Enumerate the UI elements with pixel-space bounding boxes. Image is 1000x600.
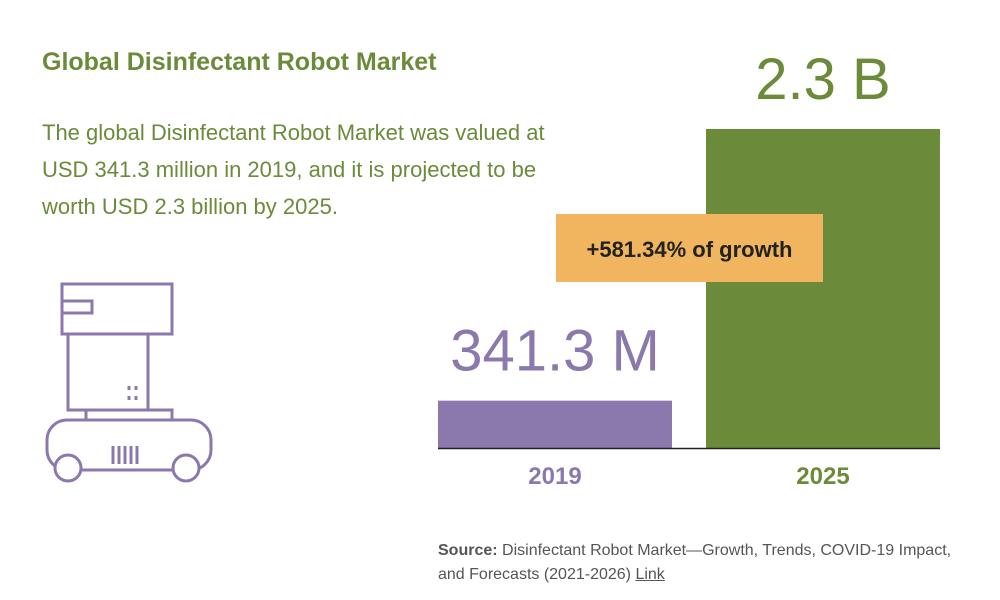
market-description: The global Disinfectant Robot Market was… bbox=[42, 120, 545, 219]
source-text: Disinfectant Robot Market—Growth, Trends… bbox=[438, 542, 952, 583]
bar-2025 bbox=[706, 129, 940, 448]
source-note: Source: Disinfectant Robot Market—Growth… bbox=[438, 539, 968, 587]
value-label-2025: 2.3 B bbox=[755, 47, 890, 112]
category-label-2025: 2025 bbox=[796, 463, 849, 490]
disinfectant-robot-icon bbox=[45, 282, 213, 483]
category-label-2019: 2019 bbox=[528, 463, 581, 490]
growth-callout-label: +581.34% of growth bbox=[586, 237, 792, 262]
value-label-2019: 341.3 M bbox=[450, 319, 660, 384]
page-title: Global Disinfectant Robot Market bbox=[42, 48, 437, 76]
source-label: Source: bbox=[438, 542, 498, 559]
source-link[interactable]: Link bbox=[635, 566, 665, 583]
bar-2019 bbox=[438, 400, 672, 448]
growth-callout: +581.34% of growth bbox=[556, 214, 823, 282]
